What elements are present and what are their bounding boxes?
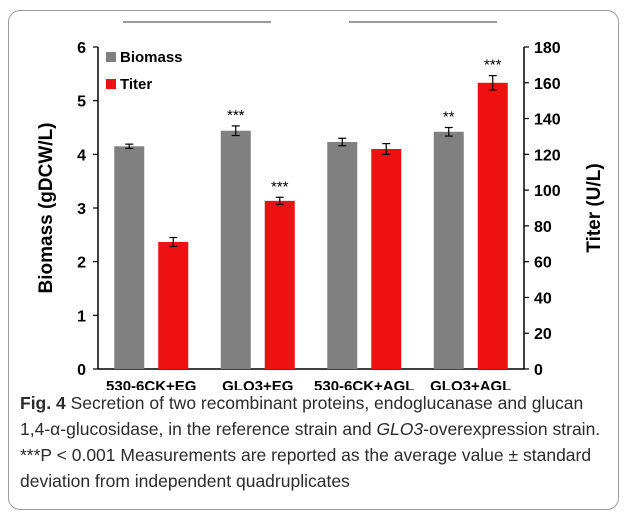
bar-biomass-2 (327, 141, 358, 369)
bar-titer-2 (371, 148, 402, 369)
legend-swatch-titer (106, 79, 116, 89)
significance-biomass-3: ** (443, 109, 455, 126)
y-right-tick-label-3: 60 (534, 255, 552, 272)
figure-frame (8, 10, 619, 510)
x-tick-label-3: GLO3+AGL (430, 378, 511, 390)
legend-label-biomass: Biomass (120, 49, 183, 66)
y-right-tick-label-7: 140 (534, 112, 561, 129)
y-left-tick-label-5: 5 (77, 94, 86, 111)
y-right-label: Titer (U/L) (584, 163, 605, 252)
caption-text-1: Secretion of two recombinant proteins, e… (20, 393, 584, 439)
significance-biomass-1: *** (227, 107, 245, 124)
y-left-tick-label-2: 2 (77, 255, 86, 272)
y-left-tick-label-6: 6 (77, 40, 86, 57)
caption-gene: GLO3 (376, 419, 424, 439)
figure-caption: Fig. 4 Secretion of two recombinant prot… (20, 390, 612, 494)
bar-titer-1 (264, 200, 295, 369)
legend-swatch-biomass (106, 52, 116, 62)
y-right-tick-label-9: 180 (534, 40, 561, 57)
x-tick-label-0: 530-6CK+EG (106, 378, 196, 390)
legend-label-titer: Titer (120, 76, 152, 93)
bar-biomass-0 (114, 146, 145, 369)
y-left-label: Biomass (gDCW/L) (36, 123, 57, 294)
caption-label: Fig. 4 (20, 393, 66, 413)
bar-titer-0 (158, 241, 189, 369)
y-right-tick-label-0: 0 (534, 362, 543, 379)
y-right-tick-label-4: 80 (534, 219, 552, 236)
x-tick-label-2: 530-6CK+AGL (314, 378, 414, 390)
y-left-tick-label-3: 3 (77, 201, 86, 218)
bar-titer-3 (477, 82, 508, 370)
y-right-tick-label-5: 100 (534, 183, 561, 200)
bar-biomass-3 (433, 131, 464, 369)
caption-text-2: -overexpression strain. ***P < 0.001 Mea… (20, 419, 601, 491)
x-tick-label-1: GLO3+EG (222, 378, 293, 390)
significance-titer-1: *** (271, 178, 289, 195)
bar-biomass-1 (220, 130, 251, 369)
y-left-tick-label-1: 1 (77, 308, 86, 325)
significance-titer-3: *** (484, 57, 502, 74)
y-right-tick-label-1: 20 (534, 326, 552, 343)
y-right-tick-label-6: 120 (534, 147, 561, 164)
y-left-tick-label-0: 0 (77, 362, 86, 379)
y-right-tick-label-2: 40 (534, 290, 552, 307)
y-right-tick-label-8: 160 (534, 76, 561, 93)
y-left-tick-label-4: 4 (77, 147, 86, 164)
